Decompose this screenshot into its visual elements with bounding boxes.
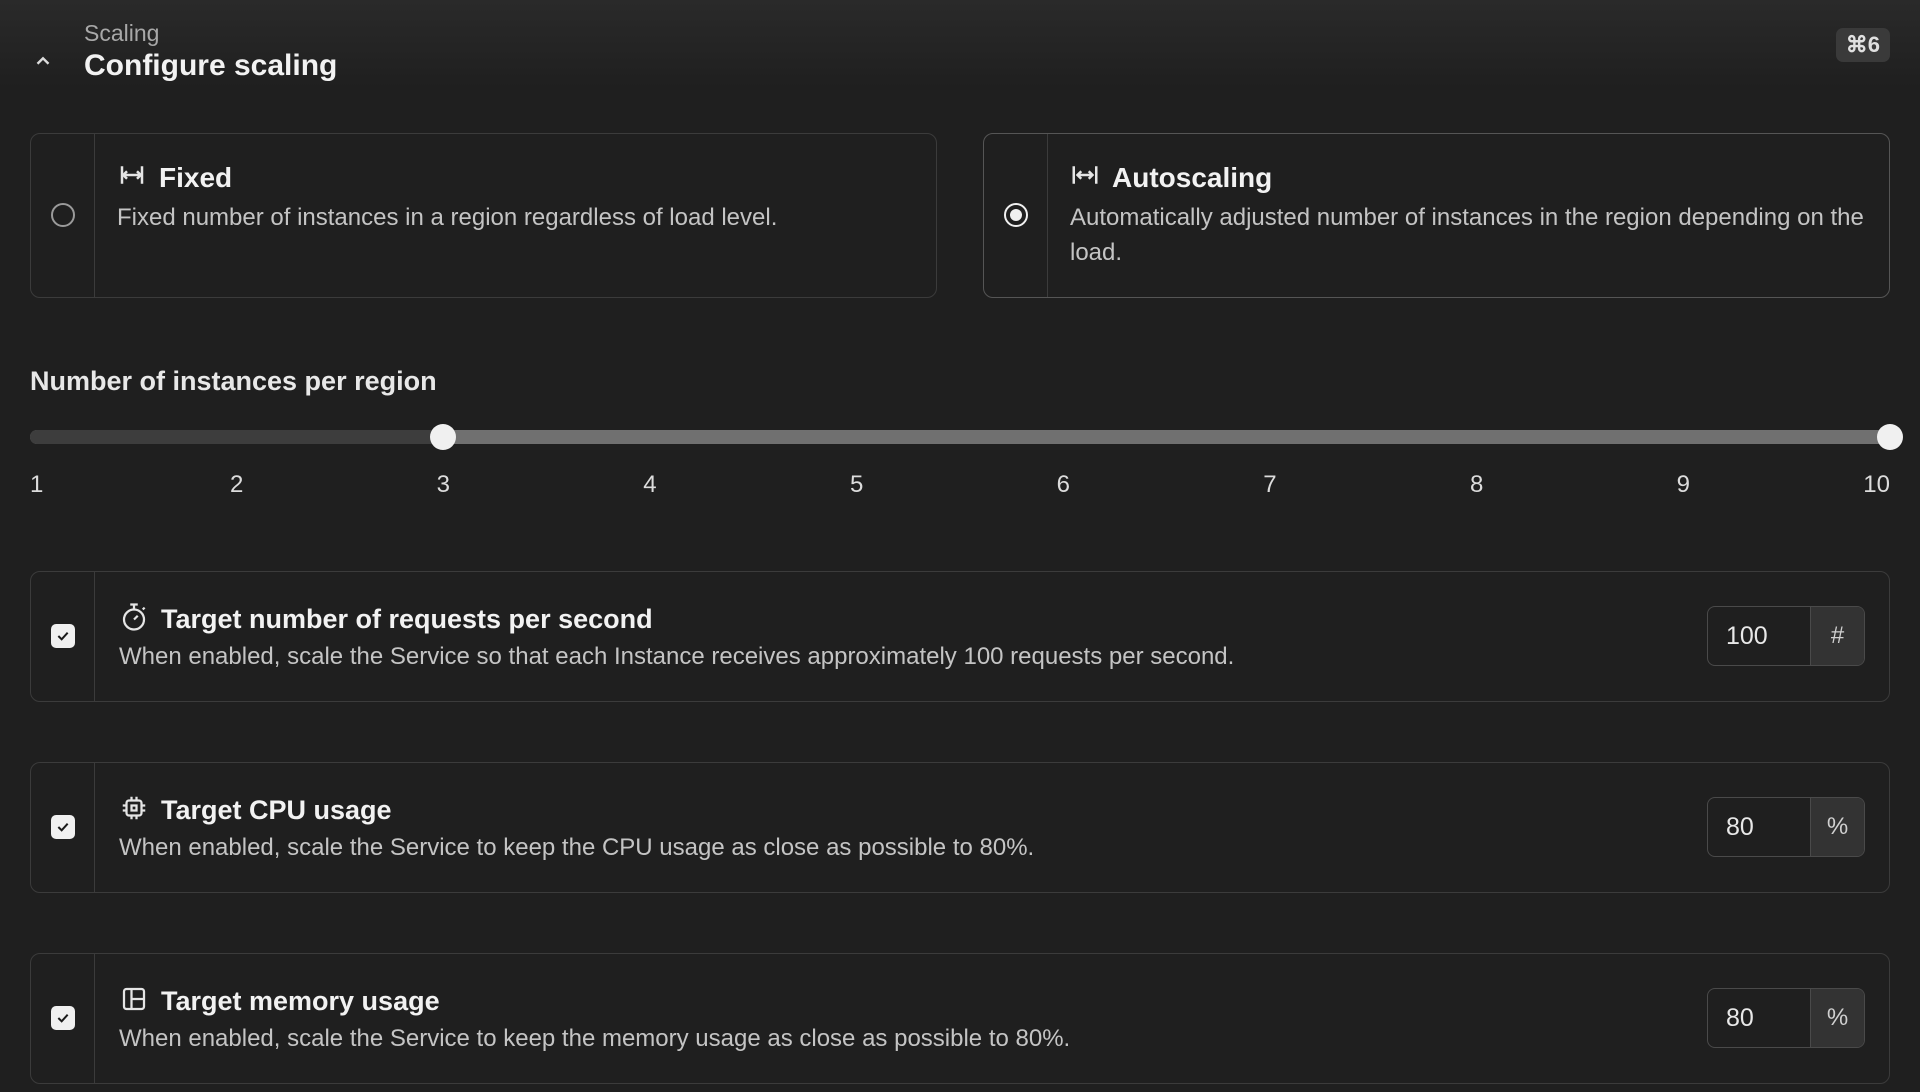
cpu-value-input[interactable]: [1708, 798, 1810, 856]
cpu-icon: [119, 793, 149, 828]
target-cpu-title: Target CPU usage: [161, 795, 392, 826]
target-memory-desc: When enabled, scale the Service to keep …: [119, 1025, 1687, 1053]
memory-unit: %: [1810, 989, 1864, 1047]
rps-input-group: #: [1707, 606, 1865, 666]
slider-tick: 8: [1470, 471, 1483, 499]
rps-value-input[interactable]: [1708, 607, 1810, 665]
breadcrumb: Scaling: [84, 20, 1890, 47]
checkbox-rps[interactable]: [51, 624, 75, 648]
option-fixed[interactable]: Fixed Fixed number of instances in a reg…: [30, 133, 937, 298]
cpu-input-group: %: [1707, 797, 1865, 857]
target-memory-card: Target memory usage When enabled, scale …: [30, 953, 1890, 1084]
slider-tick: 9: [1677, 471, 1690, 499]
slider-tick: 6: [1057, 471, 1070, 499]
target-rps-title: Target number of requests per second: [161, 604, 653, 635]
slider-tick: 4: [643, 471, 656, 499]
slider-tick: 10: [1863, 471, 1890, 499]
slider-tick: 5: [850, 471, 863, 499]
page-title: Configure scaling: [84, 49, 1890, 83]
rps-unit: #: [1810, 607, 1864, 665]
scaling-mode-options: Fixed Fixed number of instances in a reg…: [30, 133, 1890, 298]
slider-tick: 7: [1263, 471, 1276, 499]
option-autoscaling-desc: Automatically adjusted number of instanc…: [1070, 201, 1867, 271]
option-fixed-desc: Fixed number of instances in a region re…: [117, 201, 914, 236]
slider-inactive-fill: [30, 430, 443, 444]
target-memory-title: Target memory usage: [161, 986, 440, 1017]
fixed-width-icon: [117, 160, 147, 195]
slider-thumb-min[interactable]: [430, 424, 456, 450]
option-autoscaling-title: Autoscaling: [1112, 162, 1272, 194]
option-autoscaling[interactable]: Autoscaling Automatically adjusted numbe…: [983, 133, 1890, 298]
radio-fixed[interactable]: [51, 203, 75, 227]
slider-thumb-max[interactable]: [1877, 424, 1903, 450]
instances-slider-section: Number of instances per region 1 2 3 4 5 6 7 8 9…: [30, 366, 1890, 501]
slider-tick: 2: [230, 471, 243, 499]
slider-tick-labels: 1 2 3 4 5 6 7 8 9 10: [30, 471, 1890, 501]
slider-label: Number of instances per region: [30, 366, 1890, 397]
stopwatch-icon: [119, 602, 149, 637]
slider-tick: 3: [437, 471, 450, 499]
cpu-unit: %: [1810, 798, 1864, 856]
scaling-config-panel: Scaling Configure scaling ⌘6 Fixed Fixed…: [0, 0, 1920, 1092]
target-rps-card: Target number of requests per second Whe…: [30, 571, 1890, 702]
memory-input-group: %: [1707, 988, 1865, 1048]
target-cpu-card: Target CPU usage When enabled, scale the…: [30, 762, 1890, 893]
instances-range-slider[interactable]: [30, 425, 1890, 449]
slider-tick: 1: [30, 471, 43, 499]
panel-header: Scaling Configure scaling ⌘6: [30, 20, 1890, 83]
memory-value-input[interactable]: [1708, 989, 1810, 1047]
collapse-chevron-icon[interactable]: [30, 48, 56, 74]
memory-icon: [119, 984, 149, 1019]
target-cpu-desc: When enabled, scale the Service to keep …: [119, 834, 1687, 862]
autoscale-icon: [1070, 160, 1100, 195]
target-rps-desc: When enabled, scale the Service so that …: [119, 643, 1687, 671]
checkbox-cpu[interactable]: [51, 815, 75, 839]
option-fixed-title: Fixed: [159, 162, 232, 194]
checkbox-memory[interactable]: [51, 1006, 75, 1030]
radio-autoscaling[interactable]: [1004, 203, 1028, 227]
keyboard-shortcut-badge: ⌘6: [1836, 28, 1890, 62]
